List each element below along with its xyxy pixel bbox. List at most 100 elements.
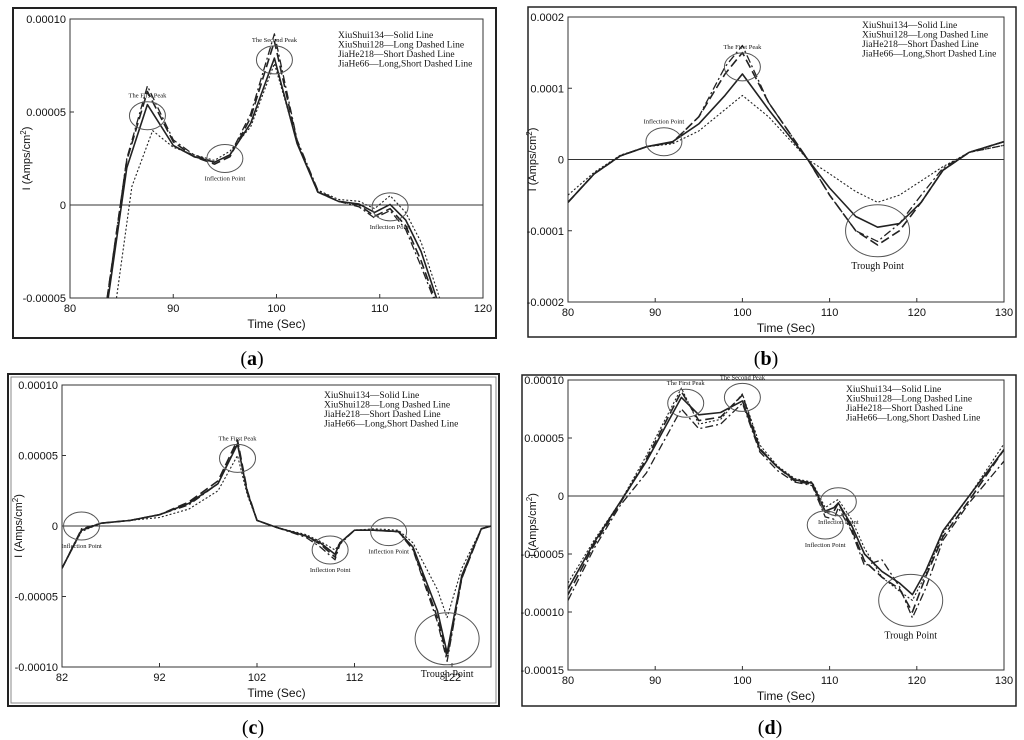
y-tick-label-d: -0.00015 (521, 665, 564, 677)
annotation-marker-c (311, 535, 349, 565)
caption-d: (d) (758, 717, 782, 739)
y-tick-label-c: -0.00005 (15, 592, 58, 604)
y-tick-label-a: 0 (60, 200, 66, 212)
x-tick-label-a: 80 (64, 303, 76, 315)
series-line-jiahe66 (568, 402, 1004, 619)
caption-d-letter: d (764, 717, 775, 739)
x-tick-label-c: 92 (153, 672, 165, 684)
annotation-marker-b (723, 52, 761, 82)
series-group-c (62, 439, 491, 663)
y-tick-label-b: 0 (558, 155, 564, 167)
panel-c-frame-inner (10, 376, 497, 704)
series-line-jiahe66 (568, 44, 1004, 243)
legend-entry-d: XiuShui134—Solid Line (846, 385, 941, 395)
series-line-xiushui134 (62, 443, 491, 654)
caption-c-letter: c (249, 717, 258, 739)
x-tick-label-a: 100 (267, 303, 285, 315)
series-line-jiahe218 (568, 94, 1004, 203)
legend-entry-b: XiuShui134—Solid Line (862, 21, 957, 31)
x-axis-label-b: Time (Sec) (757, 321, 815, 335)
chart-a: 80 90 100 110 120 -0.00005 0 0.00005 0.00010 Time… (19, 14, 493, 331)
x-tick-label-b: 130 (995, 307, 1013, 319)
chart-b: 80 90 100 110 120 130 -0.0002 -0.0001 0 0.0001 0.0… (525, 12, 1014, 335)
legend-entry-c: JiaHe218—Short Dashed Line (324, 410, 441, 420)
series-line-xiushui128 (568, 51, 1004, 246)
series-line-jiahe66 (106, 33, 435, 298)
series-line-jiahe66 (62, 442, 491, 663)
annotation-label-b: The First Peak (723, 44, 762, 51)
annotation-marker-a (371, 192, 409, 222)
annotation-label-a: Inflection Point (205, 176, 246, 183)
x-tick-label-d: 110 (821, 675, 839, 687)
x-tick-label-b: 110 (821, 307, 839, 319)
legend-entry-a: JiaHe218—Short Dashed Line (338, 50, 455, 60)
series-line-jiahe218 (568, 387, 1004, 601)
y-tick-label-b: -0.0001 (527, 226, 564, 238)
annotation-marker-c (414, 612, 480, 666)
annotation-label-d: The Second Peak (720, 374, 766, 381)
annotation-label-c: Trough Point (421, 669, 474, 680)
annotation-label-a: The Second Peak (252, 37, 298, 44)
caption-a-letter: a (247, 348, 257, 370)
legend-entry-b: JiaHe218—Short Dashed Line (862, 40, 979, 50)
plot-area-d (567, 379, 1005, 671)
legend-entry-a: XiuShui134—Solid Line (338, 31, 433, 41)
y-axis-label-d: I (Amps/cm2) (525, 493, 540, 557)
chart-d: 80 90 100 110 120 130 -0.00015 -0.00010 -0.00005… (521, 374, 1014, 703)
x-tick-label-c: 102 (248, 672, 266, 684)
annotation-label-d: The First Peak (667, 380, 706, 387)
annotation-marker-c (370, 517, 408, 547)
series-line-xiushui128 (106, 40, 436, 298)
x-tick-label-b: 120 (908, 307, 926, 319)
x-tick-label-a: 90 (167, 303, 179, 315)
panel-captions: (a) (b) (c) (d) (240, 348, 782, 739)
x-axis-label-a: Time (Sec) (247, 317, 305, 331)
legend-entry-a: JiaHe66—Long,Short Dashed Line (338, 60, 472, 70)
annotation-label-b: Trough Point (851, 261, 904, 272)
chart-c: 82 92 102 112 122 -0.00010 -0.00005 0 0.00005 0.0… (11, 380, 492, 700)
y-tick-label-d: 0.00005 (524, 433, 564, 445)
panel-d-frame (521, 374, 1017, 707)
x-tick-label-b: 80 (562, 307, 574, 319)
annotation-marker-d (878, 573, 944, 627)
legend-entry-a: XiuShui128—Long Dashed Line (338, 41, 464, 51)
y-tick-label-a: -0.00005 (23, 293, 66, 305)
x-tick-label-b: 100 (733, 307, 751, 319)
x-tick-label-a: 120 (474, 303, 492, 315)
series-line-jiahe218 (62, 454, 491, 619)
legend-entry-d: XiuShui128—Long Dashed Line (846, 395, 972, 405)
annotation-label-c: The First Peak (219, 435, 258, 442)
annotation-marker-b (845, 204, 911, 258)
x-axis-label-c: Time (Sec) (247, 686, 305, 700)
y-axis-label-a: I (Amps/cm2) (19, 127, 34, 191)
annotation-marker-a (128, 101, 166, 131)
annotation-label-a: The First Peak (128, 93, 167, 100)
x-tick-label-c: 82 (56, 672, 68, 684)
y-tick-label-d: -0.00010 (521, 607, 564, 619)
x-axis-label-d: Time (Sec) (757, 689, 815, 703)
panel-a-frame (12, 7, 497, 339)
annotation-marker-d (723, 382, 761, 412)
series-line-jiahe218 (115, 63, 441, 298)
series-line-xiushui128 (568, 390, 1004, 613)
panel-c-frame (7, 373, 500, 707)
legend-entry-d: JiaHe66—Long,Short Dashed Line (846, 414, 980, 424)
x-tick-label-a: 110 (371, 303, 389, 315)
series-line-xiushui134 (107, 57, 438, 298)
y-tick-label-b: 0.0002 (530, 12, 564, 24)
y-tick-label-c: -0.00010 (15, 662, 58, 674)
annotation-label-c: Inflection Point (368, 549, 409, 556)
series-group-d (568, 387, 1004, 619)
x-tick-label-d: 100 (733, 675, 751, 687)
y-axis-label-b: I (Amps/cm2) (525, 128, 540, 192)
y-tick-label-a: 0.00010 (26, 14, 66, 26)
annotation-marker-c (219, 443, 256, 473)
y-tick-label-b: 0.0001 (530, 83, 564, 95)
annotation-label-d: Trough Point (884, 630, 937, 641)
y-tick-label-d: 0 (558, 491, 564, 503)
y-tick-label-c: 0 (52, 521, 58, 533)
y-tick-label-c: 0.00010 (18, 380, 58, 392)
annotation-label-b: Inflection Point (644, 119, 685, 126)
x-tick-label-d: 90 (649, 675, 661, 687)
